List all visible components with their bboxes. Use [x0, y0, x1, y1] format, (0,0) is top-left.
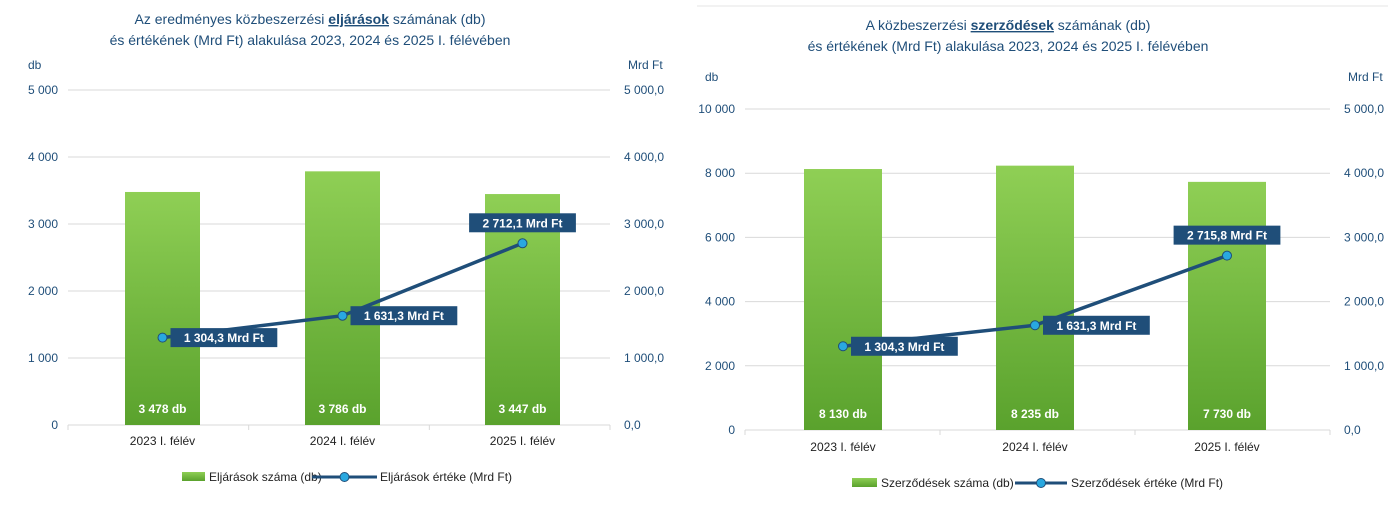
point-label-box [1173, 225, 1281, 245]
line-point [1030, 320, 1040, 331]
chart-title-part-1: A közbeszerzési [866, 17, 971, 33]
bar [485, 194, 560, 425]
line-point [1222, 250, 1232, 261]
y-right-tick-label: 0,0 [624, 418, 641, 432]
chart-title-part-3: számának (db) [389, 11, 485, 27]
chart-title-line-2: és értékének (Mrd Ft) alakulása 2023, 20… [110, 32, 511, 48]
bar-label: 3 478 db [138, 402, 186, 416]
bar [1188, 181, 1266, 430]
y-left-tick-label: 5 000 [28, 83, 58, 97]
y-right-unit: Mrd Ft [628, 58, 663, 72]
bar [996, 165, 1074, 430]
point-label: 1 631,3 Mrd Ft [364, 309, 444, 323]
point-label: 1 631,3 Mrd Ft [1056, 319, 1136, 333]
chart-title-line-1: A közbeszerzési szerződések számának (db… [866, 17, 1151, 33]
chart-title-part-1: Az eredményes közbeszerzési [135, 11, 329, 27]
y-right-tick-label: 4 000,0 [1344, 166, 1384, 180]
y-left-tick-label: 0 [728, 423, 735, 437]
legend-bar-label: Szerződések száma (db) [881, 476, 1014, 490]
bar [125, 191, 200, 425]
y-right-tick-label: 1 000,0 [624, 351, 664, 365]
point-label: 2 715,8 Mrd Ft [1187, 229, 1267, 243]
bar [305, 171, 380, 425]
line-point [157, 332, 168, 343]
y-left-tick-label: 10 000 [698, 102, 735, 116]
y-left-tick-label: 6 000 [705, 230, 735, 244]
x-tick-label: 2025 I. félév [1194, 440, 1259, 454]
legend-line-label: Szerződések értéke (Mrd Ft) [1071, 476, 1223, 490]
bar [804, 169, 882, 431]
y-left-tick-label: 1 000 [28, 351, 58, 365]
chart-title-line-2: és értékének (Mrd Ft) alakulása 2023, 20… [808, 38, 1209, 54]
y-right-tick-label: 4 000,0 [624, 150, 664, 164]
x-tick-label: 2024 I. félév [1002, 440, 1067, 454]
point-label: 1 304,3 Mrd Ft [864, 340, 944, 354]
y-right-tick-label: 0,0 [1344, 423, 1361, 437]
y-right-unit: Mrd Ft [1348, 70, 1383, 84]
point-label-box [350, 306, 458, 326]
bar-label: 7 730 db [1203, 407, 1251, 421]
chart-title-part-3: számának (db) [1054, 17, 1150, 33]
legend-bar-swatch [852, 478, 877, 487]
point-label-box [469, 213, 576, 233]
y-right-tick-label: 3 000,0 [1344, 230, 1384, 244]
y-right-tick-label: 1 000,0 [1344, 359, 1384, 373]
point-label: 1 304,3 Mrd Ft [184, 331, 264, 345]
legend-line-marker [1036, 478, 1046, 488]
legend-bar-swatch [182, 472, 205, 481]
legend-line-marker [339, 472, 350, 482]
chart-title-part-2: szerződések [971, 17, 1054, 33]
y-left-tick-label: 2 000 [28, 284, 58, 298]
y-left-tick-label: 8 000 [705, 166, 735, 180]
line-point [337, 310, 348, 321]
y-left-tick-label: 3 000 [28, 217, 58, 231]
y-right-tick-label: 5 000,0 [624, 83, 664, 97]
y-right-tick-label: 2 000,0 [1344, 295, 1384, 309]
point-label-box [1043, 315, 1150, 335]
chart-title-part-2: eljárások [328, 11, 389, 27]
y-right-tick-label: 5 000,0 [1344, 102, 1384, 116]
point-label-box [170, 328, 278, 348]
x-tick-label: 2025 I. félév [490, 434, 555, 448]
bar-label: 8 235 db [1011, 407, 1059, 421]
y-left-tick-label: 0 [51, 418, 58, 432]
y-left-tick-label: 4 000 [705, 295, 735, 309]
y-right-tick-label: 3 000,0 [624, 217, 664, 231]
y-left-unit: db [28, 58, 42, 72]
x-tick-label: 2024 I. félév [310, 434, 375, 448]
bar-label: 3 786 db [318, 402, 366, 416]
legend-line-label: Eljárások értéke (Mrd Ft) [380, 470, 512, 484]
chart-2: A közbeszerzési szerződések számának (db… [698, 17, 1384, 490]
line-point [517, 238, 528, 249]
line-point [838, 341, 848, 352]
legend-bar-label: Eljárások száma (db) [209, 470, 322, 484]
y-left-tick-label: 4 000 [28, 150, 58, 164]
y-right-tick-label: 2 000,0 [624, 284, 664, 298]
bar-label: 3 447 db [498, 402, 546, 416]
point-label-box [851, 336, 958, 356]
y-left-unit: db [705, 70, 719, 84]
x-tick-label: 2023 I. félév [130, 434, 195, 448]
x-tick-label: 2023 I. félév [810, 440, 875, 454]
bar-label: 8 130 db [819, 407, 867, 421]
chart-title-line-1: Az eredményes közbeszerzési eljárások sz… [135, 11, 486, 27]
y-left-tick-label: 2 000 [705, 359, 735, 373]
chart-1: Az eredményes közbeszerzési eljárások sz… [28, 11, 664, 484]
point-label: 2 712,1 Mrd Ft [482, 216, 562, 230]
